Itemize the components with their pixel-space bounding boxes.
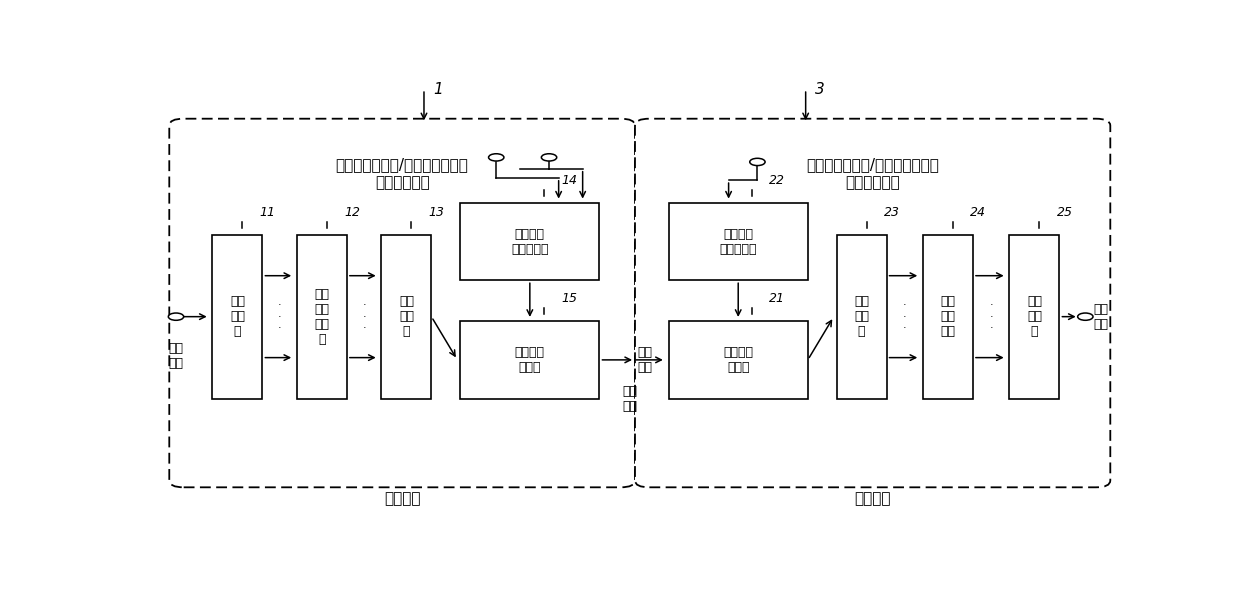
Bar — [669, 203, 808, 280]
Circle shape — [750, 158, 766, 165]
Text: 新发送装置应用/动作中发送装置
停止通报信号: 新发送装置应用/动作中发送装置 停止通报信号 — [807, 157, 939, 190]
Text: 25: 25 — [1057, 206, 1073, 219]
Bar — [382, 235, 431, 398]
Text: 1: 1 — [434, 82, 444, 98]
Text: 24: 24 — [970, 206, 986, 219]
Text: 发送
信号: 发送 信号 — [637, 346, 652, 374]
Text: ·
·
·: · · · — [990, 300, 992, 333]
Bar — [460, 321, 600, 398]
Text: 发送
数据: 发送 数据 — [169, 342, 183, 370]
Text: 接收装置: 接收装置 — [855, 491, 891, 506]
Text: 串并
转换
部: 串并 转换 部 — [854, 295, 869, 338]
Bar — [460, 203, 600, 280]
Text: 14: 14 — [561, 174, 577, 187]
Text: ·
·
·: · · · — [278, 300, 281, 333]
Bar — [923, 235, 973, 398]
Bar — [297, 235, 347, 398]
Text: 发送装置: 发送装置 — [384, 491, 420, 506]
Circle shape — [488, 154, 504, 161]
Text: 3: 3 — [815, 82, 825, 98]
Text: ·
·
·: · · · — [362, 300, 366, 333]
Bar — [836, 235, 887, 398]
Bar — [669, 321, 808, 398]
Text: 逆傅
立叶
变换
部: 逆傅 立叶 变换 部 — [315, 288, 330, 346]
Text: 并串
转换
部: 并串 转换 部 — [1027, 295, 1042, 338]
Text: 串并
转换
部: 串并 转换 部 — [230, 295, 245, 338]
Text: 11: 11 — [260, 206, 276, 219]
Text: ·
·
·: · · · — [903, 300, 907, 333]
Text: 23: 23 — [883, 206, 900, 219]
Bar — [1010, 235, 1059, 398]
Text: 傅立
叶变
换部: 傅立 叶变 换部 — [940, 295, 955, 338]
Text: 发送
数据: 发送 数据 — [1093, 303, 1108, 330]
Text: 接收
信号: 接收 信号 — [623, 385, 638, 413]
Text: 22: 22 — [769, 174, 786, 187]
FancyBboxPatch shape — [170, 119, 636, 488]
Circle shape — [169, 313, 183, 320]
Text: 保护间隔
长度控制部: 保护间隔 长度控制部 — [512, 228, 549, 255]
Circle shape — [541, 154, 556, 161]
Text: 新发送装置应用/动作中发送装置
停止通报信号: 新发送装置应用/动作中发送装置 停止通报信号 — [336, 157, 468, 190]
Circle shape — [1078, 313, 1093, 320]
Text: 并串
转换
部: 并串 转换 部 — [399, 295, 414, 338]
Text: 15: 15 — [561, 293, 577, 306]
Text: 保护间隔
去除部: 保护间隔 去除部 — [724, 346, 753, 374]
Text: 保护间隔
长度控制部: 保护间隔 长度控制部 — [720, 228, 757, 255]
FancyBboxPatch shape — [636, 119, 1110, 488]
Text: 13: 13 — [429, 206, 445, 219]
Text: 21: 21 — [769, 293, 786, 306]
Text: 12: 12 — [344, 206, 361, 219]
Bar — [213, 235, 263, 398]
Text: 保护间隔
插入部: 保护间隔 插入部 — [515, 346, 545, 374]
